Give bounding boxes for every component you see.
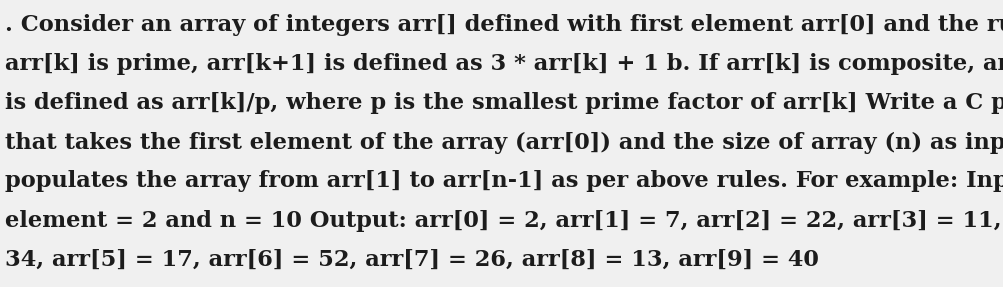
Text: is defined as arr[k]/p, where p is the smallest prime factor of arr[k] Write a C: is defined as arr[k]/p, where p is the s… — [5, 92, 1003, 115]
Text: arr[k] is prime, arr[k+1] is defined as 3 * arr[k] + 1 b. If arr[k] is composite: arr[k] is prime, arr[k+1] is defined as … — [5, 53, 1003, 75]
Text: populates the array from arr[1] to arr[n-1] as per above rules. For example: Inp: populates the array from arr[1] to arr[n… — [5, 170, 1003, 193]
Text: that takes the first element of the array (arr[0]) and the size of array (n) as : that takes the first element of the arra… — [5, 131, 1003, 154]
Text: 34, arr[5] = 17, arr[6] = 52, arr[7] = 26, arr[8] = 13, arr[9] = 40: 34, arr[5] = 17, arr[6] = 52, arr[7] = 2… — [5, 249, 818, 271]
Text: . Consider an array of integers arr[] defined with first element arr[0] and the : . Consider an array of integers arr[] de… — [5, 14, 1003, 36]
Text: element = 2 and n = 10 Output: arr[0] = 2, arr[1] = 7, arr[2] = 22, arr[3] = 11,: element = 2 and n = 10 Output: arr[0] = … — [5, 210, 1003, 232]
